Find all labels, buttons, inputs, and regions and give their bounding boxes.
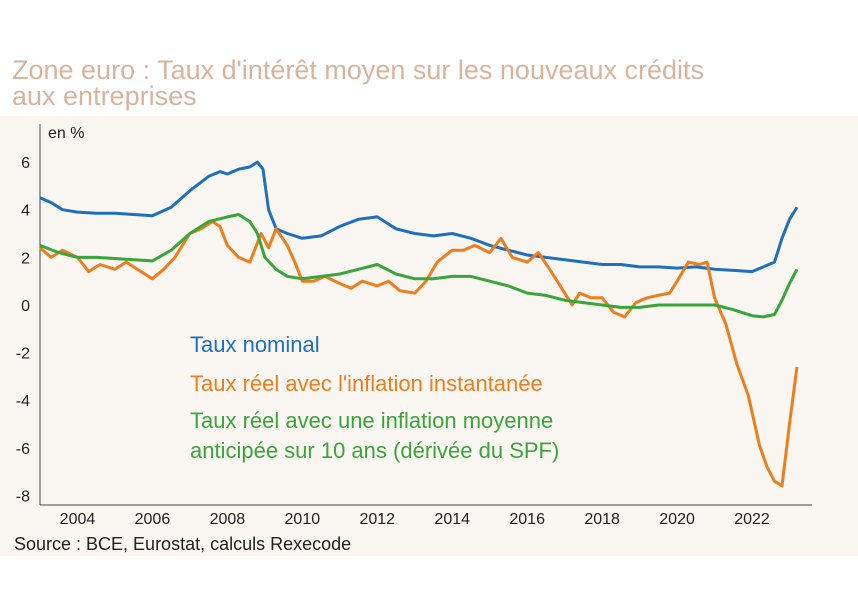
x-tick-label: 2016: [509, 511, 545, 528]
chart-title-line-1: Zone euro : Taux d'intérêt moyen sur les…: [12, 55, 705, 85]
legend: Taux nominal Taux réel avec l'inflation …: [190, 332, 559, 463]
x-tick-label: 2022: [734, 511, 770, 528]
y-tick-labels: 6 4 2 0 -2 -4 -6 -8: [16, 155, 30, 505]
y-axis-label: en %: [48, 125, 84, 142]
y-tick-label: -6: [16, 441, 30, 458]
series-line-instant: [39, 220, 799, 488]
legend-anticipated-line-2: anticipée sur 10 ans (dérivée du SPF): [190, 438, 559, 463]
chart-panel: [0, 116, 858, 556]
axes: [39, 124, 812, 506]
x-tick-label: 2012: [359, 511, 395, 528]
y-tick-label: -8: [16, 488, 30, 505]
x-tick-label: 2018: [584, 511, 620, 528]
legend-nominal: Taux nominal: [190, 332, 320, 357]
chart-title: Zone euro : Taux d'intérêt moyen sur les…: [12, 55, 842, 111]
y-tick-label: 0: [21, 298, 30, 315]
chart-title-line-2: aux entreprises: [12, 81, 197, 111]
y-tick-label: -4: [16, 393, 30, 410]
x-tick-label: 2006: [135, 511, 171, 528]
x-tick-label: 2004: [60, 511, 96, 528]
y-tick-label: 6: [21, 155, 30, 172]
legend-anticipated-line-1: Taux réel avec une inflation moyenne: [190, 408, 553, 433]
x-tick-labels: 2004 2006 2008 2010 2012 2014 2016 2018 2020 2022: [60, 511, 770, 528]
series-line-nominal: [39, 160, 799, 274]
x-tick-label: 2020: [659, 511, 695, 528]
y-tick-label: 2: [21, 250, 30, 267]
x-tick-label: 2014: [434, 511, 470, 528]
y-tick-label: 4: [21, 203, 30, 220]
series-line-anticipated: [39, 213, 799, 319]
source-note: Source : BCE, Eurostat, calculs Rexecode: [14, 534, 351, 554]
legend-instant: Taux réel avec l'inflation instantanée: [190, 371, 543, 396]
y-tick-label: -2: [16, 346, 30, 363]
x-tick-label: 2010: [285, 511, 321, 528]
series-lines: [39, 160, 799, 488]
x-tick-label: 2008: [210, 511, 246, 528]
